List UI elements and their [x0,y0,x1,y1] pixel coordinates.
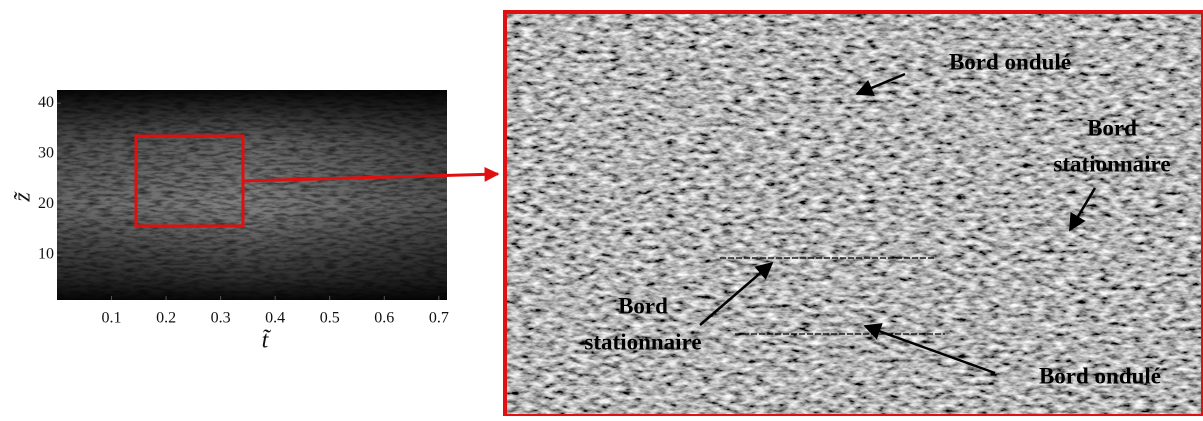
y-tick-label: 10 [38,246,54,263]
annotation: Bord [1087,115,1137,140]
zoom-texture [505,12,1203,416]
x-tick-label: 0.6 [374,310,394,327]
arrow [1068,187,1097,232]
x-tick-label: 0.3 [211,310,231,327]
annotation: Bord ondulé [949,49,1071,74]
x-tick-label: 0.4 [265,310,285,327]
y-tick-label: 20 [38,195,54,212]
annotation: stationnaire [584,329,701,354]
x-axis-label: t̃ [262,328,272,354]
x-tick-label: 0.2 [156,310,176,327]
arrow [699,261,774,326]
zoom-arrow [242,166,500,183]
annotation: Bord ondulé [1039,363,1161,388]
y-axis-label: z̃ [10,191,36,203]
x-tick-label: 0.7 [429,310,449,327]
x-tick-label: 0.5 [320,310,340,327]
y-tick-label: 30 [38,144,54,161]
annotation: Bord [618,293,668,318]
arrow [863,323,996,375]
left-shade-h [57,90,447,300]
x-tick-label: 0.1 [102,310,122,327]
annotation: stationnaire [1053,151,1170,176]
arrow [855,72,906,97]
y-tick-label: 40 [38,94,54,111]
